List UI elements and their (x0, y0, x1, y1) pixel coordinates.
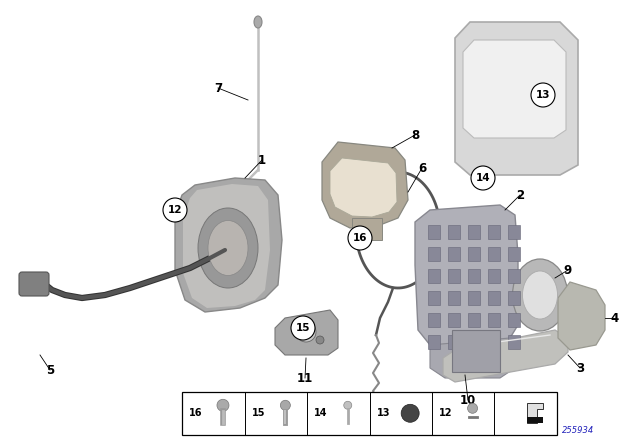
Circle shape (531, 83, 555, 107)
Bar (428, 269, 440, 283)
Bar (527, 417, 543, 423)
Polygon shape (463, 40, 566, 138)
Polygon shape (330, 158, 397, 217)
Text: 16: 16 (189, 408, 203, 418)
Bar (448, 335, 460, 349)
Circle shape (344, 401, 352, 409)
Bar (428, 291, 440, 305)
Text: 13: 13 (536, 90, 550, 100)
Bar (488, 313, 500, 327)
Bar (468, 247, 480, 261)
Ellipse shape (198, 208, 258, 288)
Polygon shape (455, 22, 578, 175)
Bar (468, 313, 480, 327)
Polygon shape (430, 338, 515, 378)
Polygon shape (183, 184, 270, 308)
Text: 12: 12 (439, 408, 452, 418)
Text: 2: 2 (516, 189, 524, 202)
Bar (448, 269, 460, 283)
Bar (448, 247, 460, 261)
Text: 1: 1 (258, 154, 266, 167)
Polygon shape (527, 403, 543, 423)
Text: 15: 15 (296, 323, 310, 333)
Circle shape (280, 400, 291, 410)
Bar (488, 291, 500, 305)
Text: 13: 13 (376, 408, 390, 418)
Bar (468, 335, 480, 349)
Bar (508, 269, 520, 283)
Bar (488, 247, 500, 261)
Bar (352, 218, 382, 240)
Polygon shape (175, 178, 282, 312)
Text: 6: 6 (418, 161, 426, 175)
Circle shape (217, 399, 229, 411)
Bar (428, 225, 440, 239)
Bar (428, 335, 440, 349)
Ellipse shape (513, 259, 568, 331)
Bar (488, 225, 500, 239)
Text: 11: 11 (297, 371, 313, 384)
Bar (182, 392, 557, 435)
Circle shape (291, 316, 315, 340)
Bar (448, 291, 460, 305)
Polygon shape (415, 205, 518, 350)
Text: 9: 9 (564, 263, 572, 276)
Text: 8: 8 (411, 129, 419, 142)
Text: 4: 4 (611, 311, 619, 324)
Bar (508, 247, 520, 261)
Circle shape (401, 404, 419, 422)
Bar (468, 269, 480, 283)
Text: 15: 15 (252, 408, 265, 418)
Bar (448, 313, 460, 327)
Text: 14: 14 (476, 173, 490, 183)
Circle shape (348, 226, 372, 250)
Polygon shape (558, 282, 605, 350)
Bar (428, 313, 440, 327)
Bar (488, 335, 500, 349)
Text: 12: 12 (168, 205, 182, 215)
Polygon shape (275, 310, 338, 355)
Bar (508, 335, 520, 349)
Bar (468, 225, 480, 239)
FancyBboxPatch shape (19, 272, 49, 296)
Bar (508, 225, 520, 239)
Bar (508, 291, 520, 305)
Ellipse shape (522, 271, 557, 319)
Circle shape (163, 198, 187, 222)
Bar (448, 225, 460, 239)
Ellipse shape (254, 16, 262, 28)
Text: 7: 7 (214, 82, 222, 95)
Text: 255934: 255934 (562, 426, 594, 435)
Text: 14: 14 (314, 408, 328, 418)
Text: 3: 3 (576, 362, 584, 375)
Text: 10: 10 (460, 393, 476, 406)
Circle shape (316, 336, 324, 344)
Ellipse shape (468, 403, 477, 413)
Bar (488, 269, 500, 283)
Text: 16: 16 (353, 233, 367, 243)
Circle shape (471, 166, 495, 190)
Bar (452, 330, 500, 372)
Ellipse shape (208, 220, 248, 276)
Bar (428, 247, 440, 261)
Bar (468, 291, 480, 305)
Circle shape (296, 322, 316, 342)
Polygon shape (443, 330, 568, 382)
Bar (508, 313, 520, 327)
Polygon shape (322, 142, 408, 228)
Text: 5: 5 (46, 363, 54, 376)
